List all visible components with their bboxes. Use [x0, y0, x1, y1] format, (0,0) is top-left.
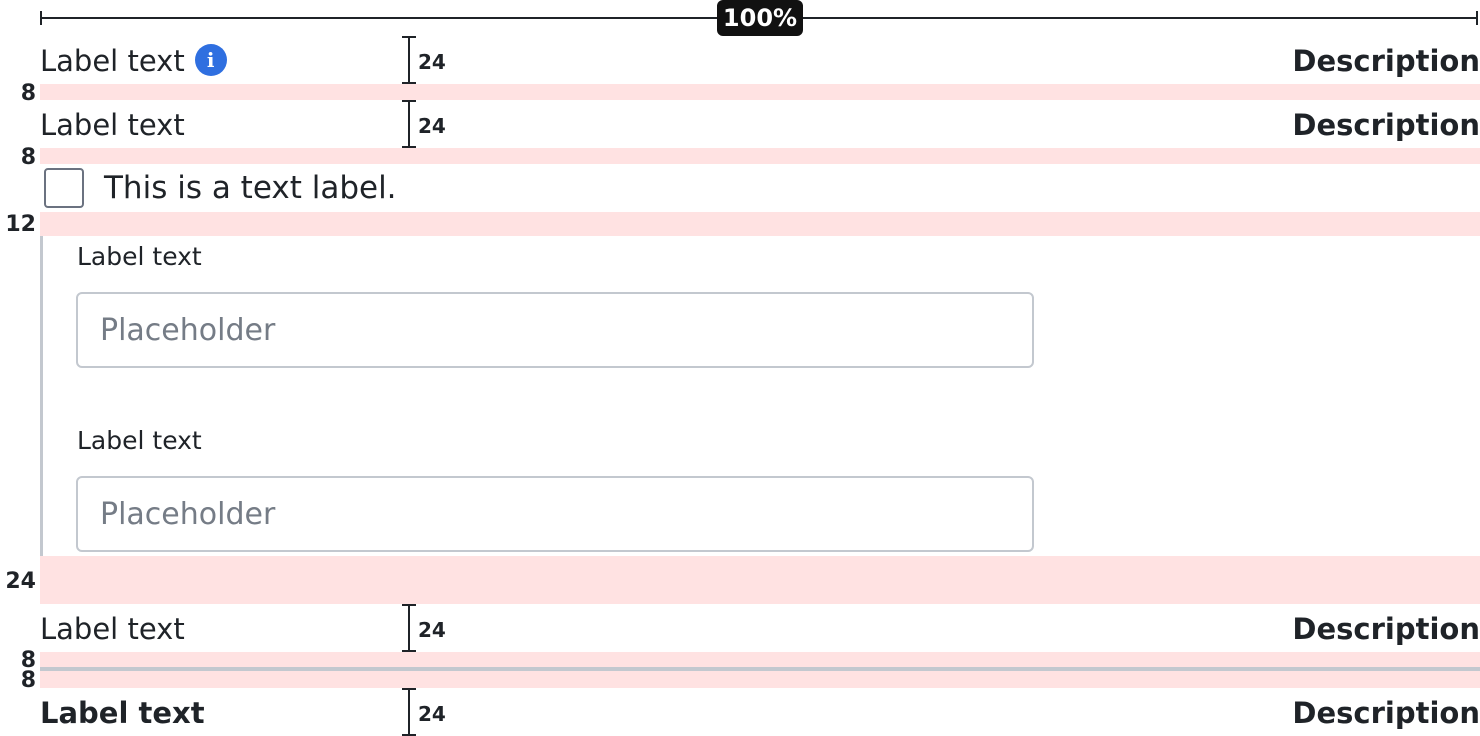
spacing-value: 8 — [20, 648, 36, 673]
spacing-band — [40, 84, 1480, 100]
height-measure — [402, 36, 416, 84]
height-measure — [402, 688, 416, 736]
spacing-value: 24 — [5, 569, 36, 594]
height-measure-value: 24 — [418, 618, 446, 642]
height-measure — [402, 100, 416, 148]
row-description: Description — [1292, 44, 1480, 78]
row-description: Description — [1292, 612, 1480, 646]
field-label: Label text — [77, 242, 202, 271]
input-placeholder: Placeholder — [100, 313, 276, 348]
row-label: Label text — [40, 696, 205, 730]
text-input[interactable]: Placeholder — [76, 292, 1034, 368]
width-ruler-start — [40, 11, 42, 25]
row-description: Description — [1292, 108, 1480, 142]
row-description: Description — [1292, 696, 1480, 730]
text-input[interactable]: Placeholder — [76, 476, 1034, 552]
divider — [40, 667, 1480, 671]
spacing-value: 12 — [5, 212, 36, 237]
spacing-band — [40, 212, 1480, 236]
input-placeholder: Placeholder — [100, 497, 276, 532]
spacing-value: 8 — [20, 668, 36, 693]
row-label: Label text i — [40, 43, 227, 79]
checkbox-label[interactable]: This is a text label. — [104, 170, 397, 206]
spacing-value: 8 — [20, 145, 36, 170]
field-group-bar — [40, 236, 43, 556]
height-measure — [402, 604, 416, 652]
spacing-band — [40, 148, 1480, 164]
height-measure-value: 24 — [418, 114, 446, 138]
row-label-text: Label text — [40, 44, 185, 78]
checkbox[interactable] — [44, 168, 84, 208]
info-icon[interactable]: i — [194, 44, 227, 76]
spacing-value: 8 — [20, 81, 36, 106]
spacing-band — [40, 556, 1480, 604]
height-measure-value: 24 — [418, 50, 446, 74]
width-percent-badge: 100% — [717, 0, 803, 36]
height-measure-value: 24 — [418, 702, 446, 726]
width-ruler-end — [1476, 11, 1478, 25]
row-label: Label text — [40, 108, 185, 142]
row-label: Label text — [40, 612, 185, 646]
field-label: Label text — [77, 426, 202, 455]
